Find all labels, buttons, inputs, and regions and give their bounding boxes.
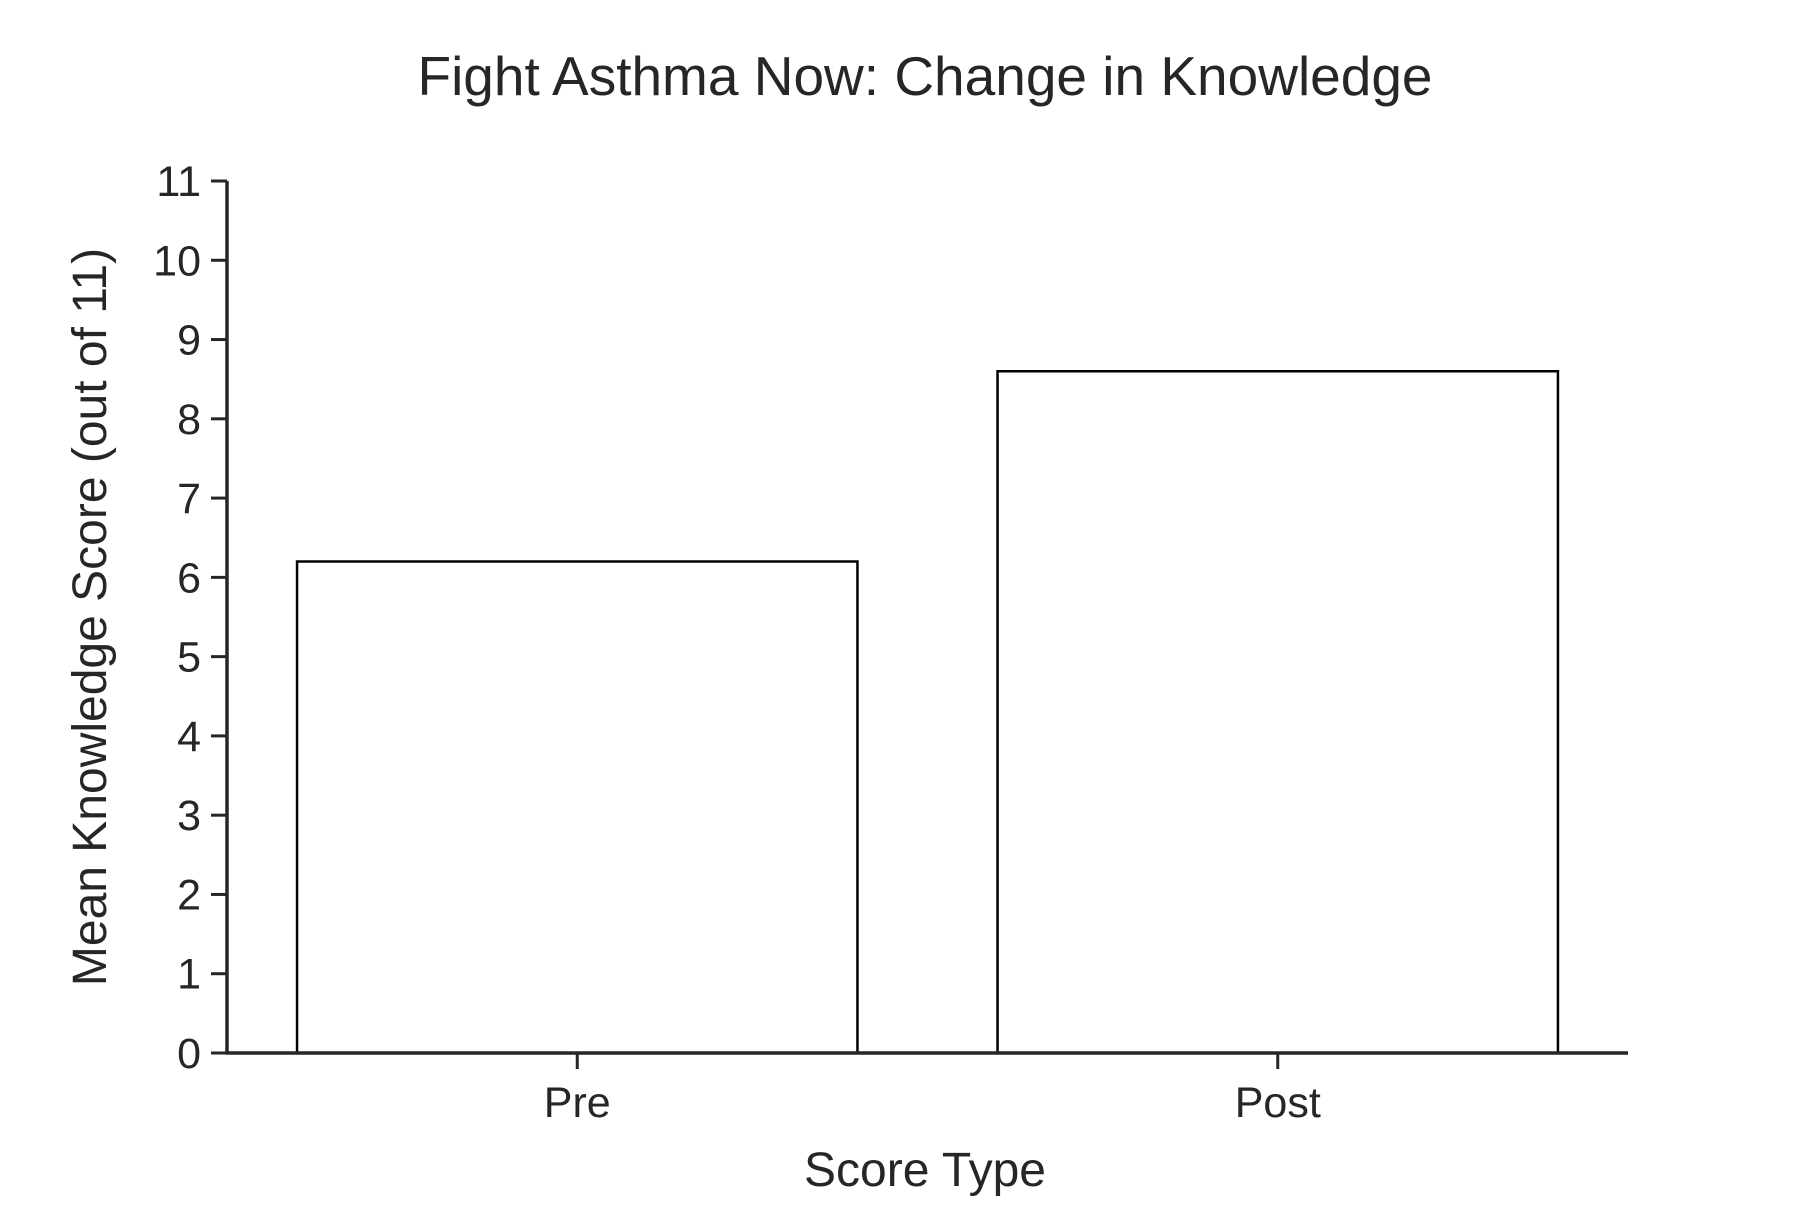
chart-title: Fight Asthma Now: Change in Knowledge [417, 45, 1432, 107]
bars-layer [295, 370, 1560, 1055]
y-axis-title: Mean Knowledge Score (out of 11) [64, 248, 117, 986]
y-tick-label-11: 11 [156, 158, 201, 206]
y-tick-label-2: 2 [177, 871, 201, 919]
y-tick-label-10: 10 [153, 237, 201, 285]
x-tick-label-post: Post [1235, 1079, 1321, 1127]
bar-post [996, 370, 1560, 1055]
y-tick-label-3: 3 [177, 792, 201, 840]
y-tick-label-7: 7 [177, 475, 201, 523]
y-tick-label-5: 5 [177, 634, 201, 682]
y-tick-label-4: 4 [177, 713, 201, 761]
y-tick-label-9: 9 [177, 317, 201, 365]
x-axis-title: Score Type [804, 1144, 1046, 1197]
y-tick-label-1: 1 [177, 951, 201, 999]
y-tick-label-8: 8 [177, 396, 201, 444]
y-tick-label-6: 6 [177, 554, 201, 602]
x-tick-label-pre: Pre [544, 1079, 611, 1127]
y-tick-label-0: 0 [177, 1030, 201, 1078]
bar-pre [295, 560, 859, 1055]
axes-layer: Pre Post 0 1 2 3 4 5 6 7 8 9 10 11 [153, 158, 1628, 1127]
